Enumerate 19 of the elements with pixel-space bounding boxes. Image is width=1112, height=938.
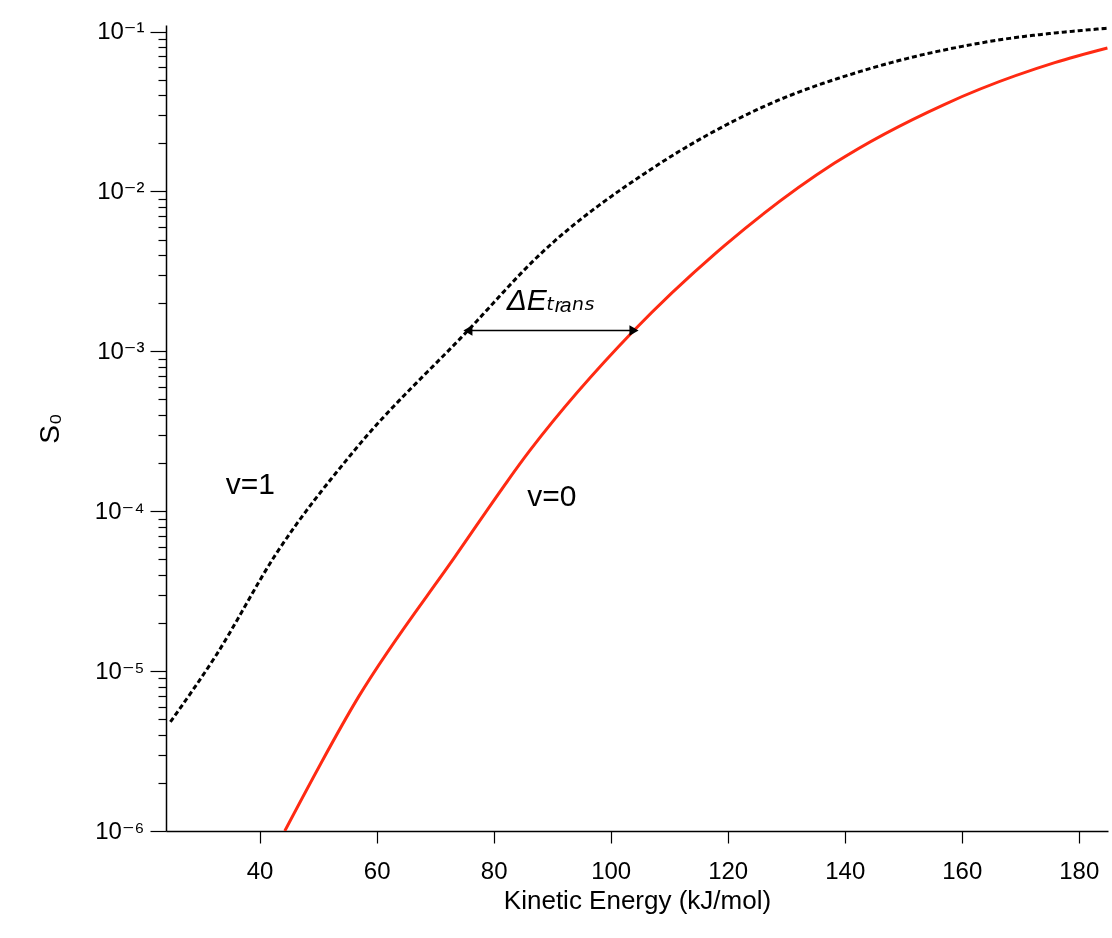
series-label: v=1 (225, 467, 276, 501)
x-axis-title: Kinetic Energy (kJ/mol) (503, 884, 772, 915)
y-axis-title: S₀ (33, 413, 65, 444)
series-label: v=0 (527, 479, 577, 513)
x-tick-label: 100 (591, 856, 632, 884)
x-tick-label: 80 (480, 856, 508, 884)
y-tick-label: 10⁻⁴ (94, 496, 145, 524)
x-tick-label: 40 (246, 856, 274, 884)
y-tick-label: 10⁻² (97, 176, 145, 204)
y-tick-label: 10⁻¹ (97, 17, 145, 45)
y-tick-label: 10⁻⁶ (95, 816, 145, 844)
x-tick-label: 160 (942, 856, 983, 884)
x-tick-label: 120 (708, 856, 749, 884)
x-tick-label: 180 (1059, 856, 1100, 884)
annotation: ΔEₜᵣₐₙₛ (505, 282, 596, 316)
x-tick-label: 140 (825, 856, 866, 884)
y-tick-label: 10⁻⁵ (95, 656, 145, 684)
x-tick-label: 60 (363, 856, 391, 884)
y-tick-label: 10⁻³ (97, 336, 145, 364)
